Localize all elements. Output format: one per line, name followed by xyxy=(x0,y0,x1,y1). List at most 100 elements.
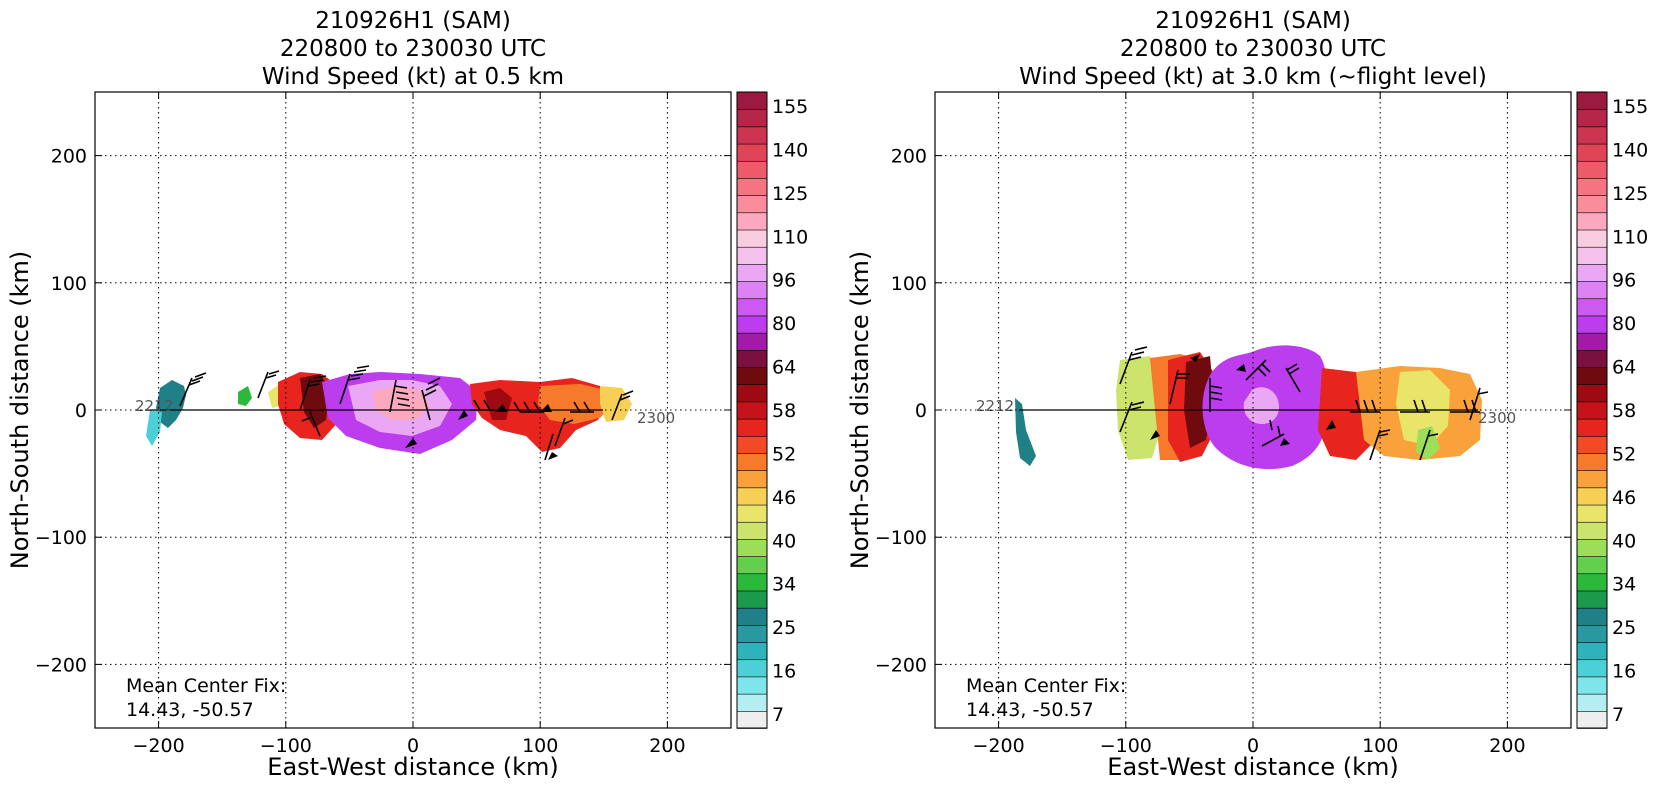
colorbar-swatch xyxy=(1576,91,1608,110)
colorbar-swatch xyxy=(736,246,768,265)
x-tick-label: 0 xyxy=(407,735,419,757)
x-tick-label: −200 xyxy=(133,735,185,757)
x-axis-label: East-West distance (km) xyxy=(1107,753,1398,781)
colorbar-frame xyxy=(1576,91,1608,729)
colorbar-swatch xyxy=(736,383,768,403)
colorbar-tick-label: 125 xyxy=(772,183,808,205)
colorbar-swatch xyxy=(1576,383,1608,403)
track-start-label: 2212 xyxy=(135,397,173,415)
barb-flags-left xyxy=(405,404,558,460)
y-tick-label: 0 xyxy=(75,400,87,422)
colorbar-swatch xyxy=(1576,315,1608,334)
colorbar-swatch xyxy=(1576,212,1608,231)
colorbar-swatch xyxy=(736,229,768,248)
colorbar-tick-label: 52 xyxy=(1612,443,1636,465)
colorbar-swatch xyxy=(736,555,768,575)
panel-title-line1: 210926H1 (SAM) xyxy=(315,8,511,34)
colorbar-swatch xyxy=(1576,469,1608,489)
track-end-label: 2300 xyxy=(637,409,675,427)
colorbar-swatch xyxy=(1576,607,1608,626)
colorbar-tick-label: 155 xyxy=(772,96,808,118)
colorbar-swatch xyxy=(1576,487,1608,506)
panel-title-line1: 210926H1 (SAM) xyxy=(1155,8,1351,34)
y-tick-label: −200 xyxy=(35,654,87,676)
y-axis-label: North-South distance (km) xyxy=(6,251,34,570)
colorbar-swatch xyxy=(1576,521,1608,540)
colorbar-swatch xyxy=(1576,126,1608,145)
colorbar-swatch xyxy=(1576,332,1608,351)
colorbar-swatch xyxy=(736,332,768,351)
wind-patch-cyan xyxy=(146,410,162,446)
colorbar-tick-label: 80 xyxy=(1612,313,1636,335)
colorbar-swatch xyxy=(736,521,768,540)
center-fix-value: 14.43, -50.57 xyxy=(126,699,254,721)
barb-flags-right xyxy=(1150,354,1336,446)
colorbar-swatch xyxy=(1576,676,1608,695)
colorbar-swatch xyxy=(736,676,768,695)
colorbar-swatch xyxy=(736,160,768,179)
colorbar-swatch xyxy=(736,607,768,626)
colorbar-swatch xyxy=(736,263,768,282)
panel-left: 210926H1 (SAM) 220800 to 230030 UTC Wind… xyxy=(6,8,732,781)
colorbar-swatch xyxy=(736,693,768,712)
colorbar-swatch xyxy=(736,91,768,110)
wind-patch-yellow-east xyxy=(600,386,632,422)
colorbar-tick-label: 140 xyxy=(1612,139,1648,161)
track-start-label: 2212 xyxy=(976,397,1014,415)
colorbar-swatch xyxy=(736,349,768,368)
colorbar-tick-label: 155 xyxy=(1612,96,1648,118)
colorbar-frame xyxy=(736,91,768,729)
wind-patch-teal xyxy=(156,380,186,428)
panel-title-line2: 220800 to 230030 UTC xyxy=(1120,36,1386,62)
colorbar-swatch xyxy=(736,143,768,162)
colorbar-tick-label: 7 xyxy=(772,704,784,726)
colorbar-swatch xyxy=(736,297,768,317)
colorbar-swatch xyxy=(1576,624,1608,643)
colorbar-swatch xyxy=(1576,246,1608,265)
colorbar-swatch xyxy=(736,177,768,196)
colorbar-swatch xyxy=(1576,504,1608,523)
colorbar-swatch xyxy=(1576,263,1608,282)
x-tick-label: 100 xyxy=(522,735,558,757)
colorbar-swatch xyxy=(736,452,768,471)
colorbar-swatch xyxy=(1576,229,1608,248)
colorbar-swatch xyxy=(1576,143,1608,162)
colorbar-swatch xyxy=(1576,194,1608,214)
panel-title-line3: Wind Speed (kt) at 3.0 km (~flight level… xyxy=(1019,64,1487,90)
colorbar-swatch xyxy=(1576,160,1608,179)
colorbar-swatch xyxy=(736,624,768,643)
colorbar-tick-label: 25 xyxy=(1612,617,1636,639)
colorbar-tick-label: 58 xyxy=(1612,400,1636,422)
colorbar-swatch xyxy=(1576,349,1608,368)
colorbar-tick-label: 64 xyxy=(1612,357,1636,379)
colorbar-swatch xyxy=(1576,538,1608,557)
colorbar-tick-label: 140 xyxy=(772,139,808,161)
x-tick-label: −100 xyxy=(260,735,312,757)
wind-field-right xyxy=(1015,345,1482,470)
wind-barbs-left xyxy=(179,365,634,461)
colorbar-swatch xyxy=(1576,418,1608,437)
panel-right: 210926H1 (SAM) 220800 to 230030 UTC Wind… xyxy=(846,8,1572,781)
colorbar-swatch xyxy=(736,487,768,506)
colorbar-swatch xyxy=(736,126,768,145)
center-fix-label: Mean Center Fix: xyxy=(966,675,1126,697)
colorbar-swatch xyxy=(1576,177,1608,196)
colorbar-tick-label: 80 xyxy=(772,313,796,335)
colorbar-swatch xyxy=(1576,452,1608,471)
colorbar-swatch xyxy=(1576,641,1608,661)
center-fix-label: Mean Center Fix: xyxy=(126,675,286,697)
colorbar-tick-label: 40 xyxy=(1612,530,1636,552)
colorbar-swatch xyxy=(736,435,768,454)
colorbar-tick-label: 125 xyxy=(1612,183,1648,205)
colorbar-swatch xyxy=(1576,555,1608,575)
y-tick-label: 0 xyxy=(915,400,927,422)
x-tick-label: 200 xyxy=(1489,735,1525,757)
wind-field-left xyxy=(146,372,632,454)
center-fix-value: 14.43, -50.57 xyxy=(966,699,1094,721)
colorbar-tick-label: 64 xyxy=(772,357,796,379)
colorbar-tick-label: 34 xyxy=(1612,574,1636,596)
wind-patch-yellow-east xyxy=(1396,370,1450,446)
colorbar-tick-label: 40 xyxy=(772,530,796,552)
colorbar-tick-label: 46 xyxy=(1612,487,1636,509)
